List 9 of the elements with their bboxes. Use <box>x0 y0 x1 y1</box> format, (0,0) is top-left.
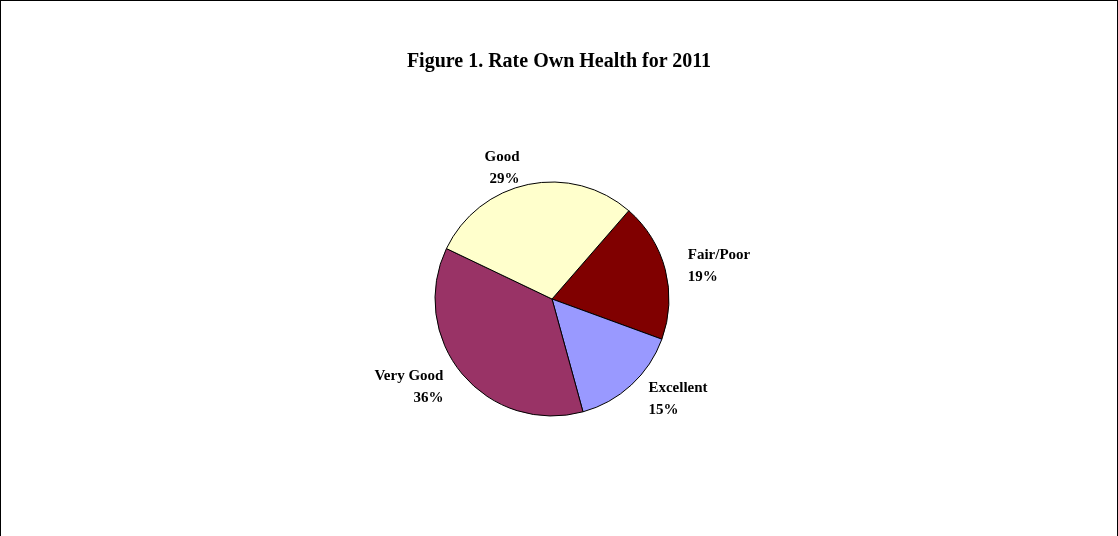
data-label: 36% <box>413 388 444 405</box>
slice-label: Very Good <box>374 366 445 383</box>
data-label: 29% <box>489 169 520 186</box>
slice-label: Fair/Poor <box>687 246 751 263</box>
chart-title: Figure 1. Rate Own Health for 2011 <box>406 49 712 72</box>
data-label: 19% <box>687 268 718 285</box>
slice-label: Good <box>484 147 521 164</box>
slice-label: Excellent <box>648 379 708 396</box>
data-label: 15% <box>648 401 679 418</box>
